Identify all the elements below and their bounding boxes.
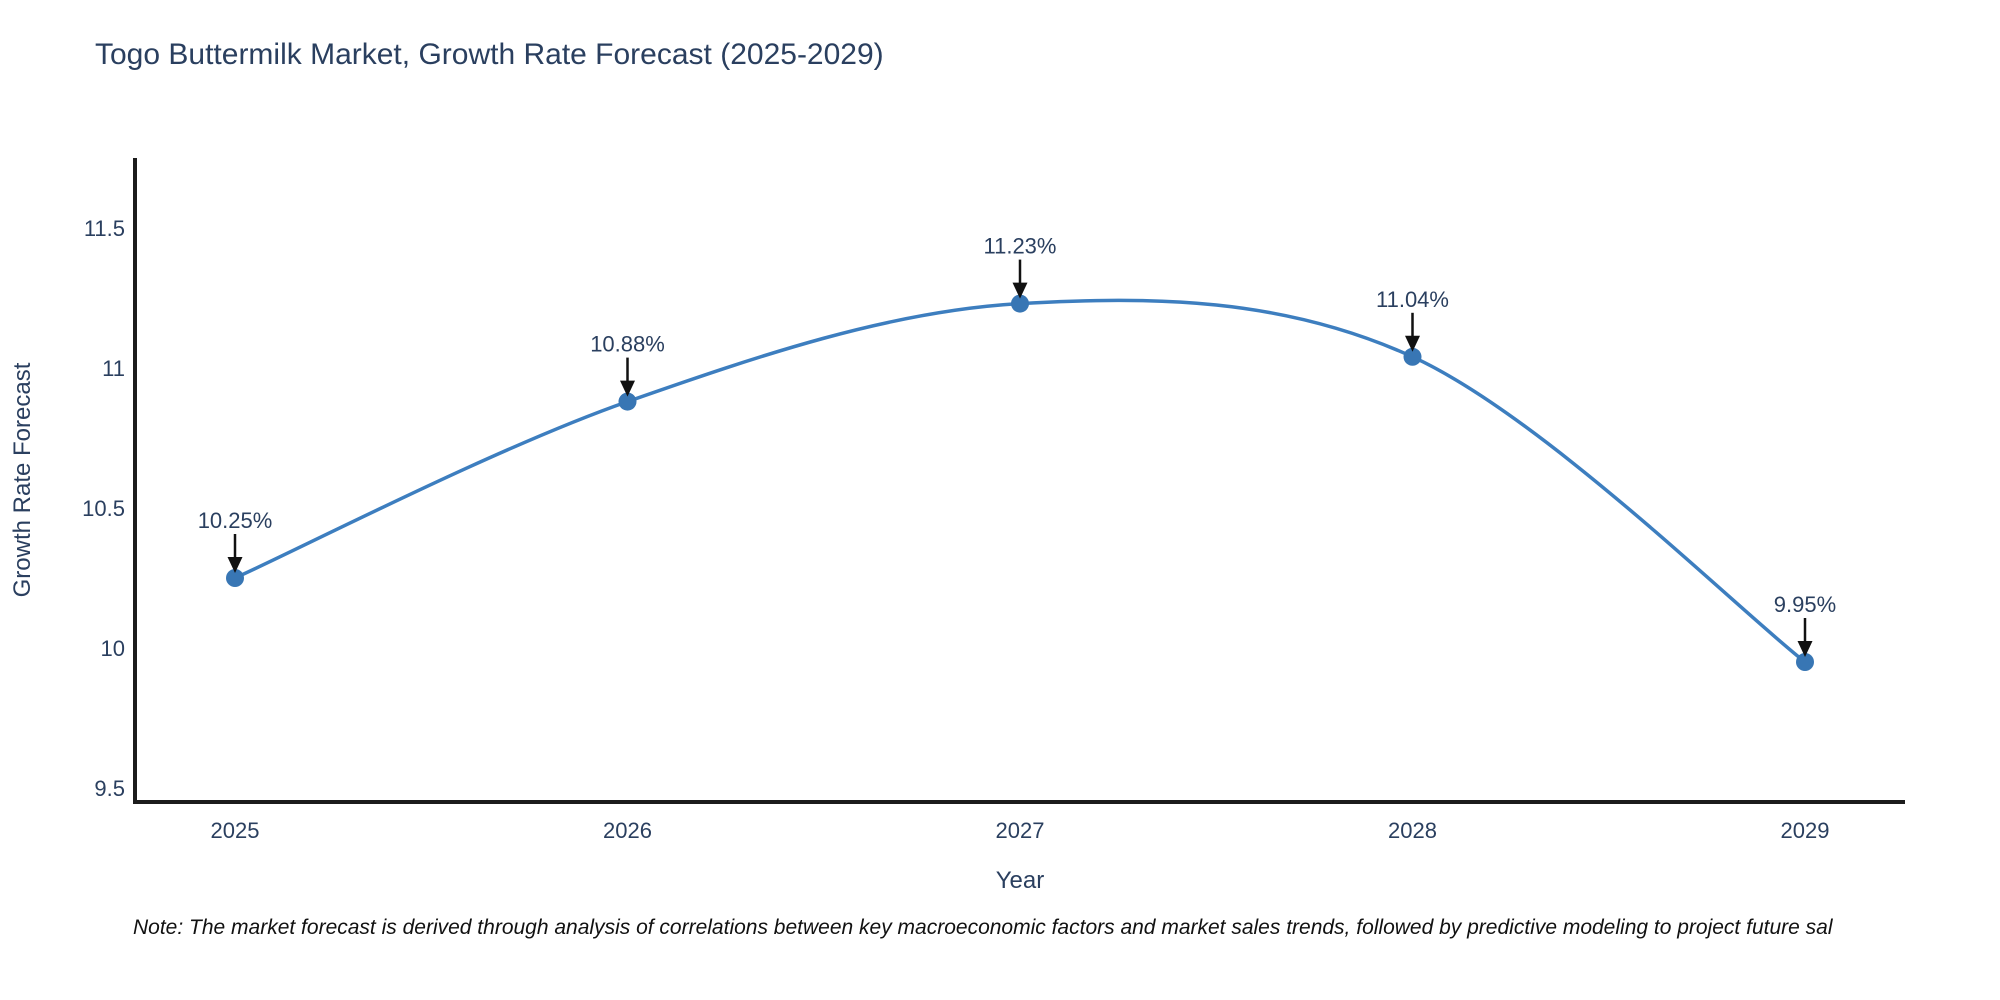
data-point-marker bbox=[618, 392, 637, 411]
x-tick-label: 2028 bbox=[1388, 818, 1437, 843]
y-tick-label: 9.5 bbox=[94, 776, 125, 801]
point-annotation-label: 11.23% bbox=[984, 234, 1057, 259]
annotation-arrow-head bbox=[227, 557, 243, 573]
x-tick-label: 2026 bbox=[603, 818, 652, 843]
point-annotation-label: 10.25% bbox=[198, 508, 273, 533]
footnote: Note: The market forecast is derived thr… bbox=[133, 916, 1833, 939]
point-annotation-label: 11.04% bbox=[1376, 287, 1449, 312]
annotation-arrow-head bbox=[1405, 335, 1420, 352]
x-tick-label: 2025 bbox=[211, 818, 260, 843]
data-point-marker bbox=[1403, 347, 1422, 366]
annotation-arrow-head bbox=[1012, 282, 1028, 299]
point-annotation-label: 9.95% bbox=[1774, 592, 1836, 617]
y-tick-label: 10.5 bbox=[82, 496, 125, 521]
x-axis-title: Year bbox=[996, 867, 1045, 894]
x-tick-label: 2027 bbox=[996, 818, 1045, 843]
data-point-marker bbox=[226, 569, 244, 587]
point-annotation-label: 10.88% bbox=[590, 332, 665, 357]
y-tick-label: 11.5 bbox=[84, 216, 125, 241]
trend-line bbox=[233, 298, 1807, 664]
data-point-marker bbox=[1796, 653, 1814, 671]
x-tick-label: 2029 bbox=[1781, 818, 1830, 843]
annotation-arrow-head bbox=[1797, 641, 1813, 657]
y-axis-title: Growth Rate Forecast bbox=[9, 362, 36, 597]
data-point-marker bbox=[1011, 294, 1029, 313]
y-tick-label: 11 bbox=[102, 356, 125, 381]
annotation-arrow-head bbox=[620, 380, 635, 397]
chart-title: Togo Buttermilk Market, Growth Rate Fore… bbox=[95, 38, 884, 71]
y-tick-label: 10 bbox=[101, 636, 125, 661]
